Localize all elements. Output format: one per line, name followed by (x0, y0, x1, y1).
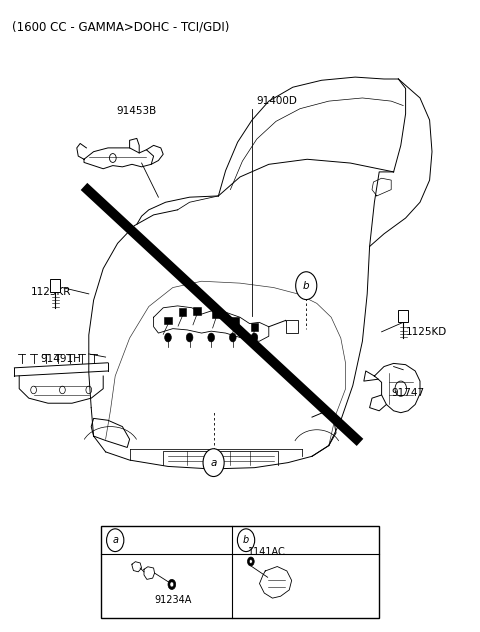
Bar (179, 308, 186, 316)
Circle shape (107, 529, 124, 552)
Text: b: b (303, 281, 310, 291)
Text: b: b (243, 535, 249, 545)
Circle shape (248, 557, 254, 566)
Text: 91491H: 91491H (41, 354, 82, 364)
Bar (50, 279, 60, 292)
Bar (212, 310, 220, 318)
Bar (286, 320, 298, 333)
Circle shape (296, 272, 317, 300)
Text: a: a (112, 535, 118, 545)
Text: (1600 CC - GAMMA>DOHC - TCI/GDI): (1600 CC - GAMMA>DOHC - TCI/GDI) (12, 20, 229, 33)
Bar (101, 526, 379, 618)
Text: 1125KR: 1125KR (31, 287, 72, 297)
Text: 1141AC: 1141AC (249, 547, 286, 557)
Text: 1125KD: 1125KD (406, 327, 447, 337)
Bar (193, 307, 201, 315)
Text: 91400D: 91400D (257, 96, 298, 106)
Bar (251, 323, 258, 331)
Circle shape (251, 333, 258, 342)
Bar (231, 317, 239, 324)
Text: a: a (210, 458, 217, 468)
Circle shape (186, 333, 193, 342)
Bar (398, 310, 408, 322)
Circle shape (170, 582, 174, 587)
Circle shape (250, 559, 252, 563)
Circle shape (208, 333, 215, 342)
Circle shape (229, 333, 236, 342)
Bar (164, 317, 172, 324)
Circle shape (203, 449, 224, 477)
Text: 91747: 91747 (391, 388, 424, 398)
Text: 91234A: 91234A (154, 595, 192, 605)
Circle shape (238, 529, 255, 552)
Circle shape (165, 333, 171, 342)
Text: 91453B: 91453B (117, 106, 157, 116)
Circle shape (168, 580, 176, 590)
